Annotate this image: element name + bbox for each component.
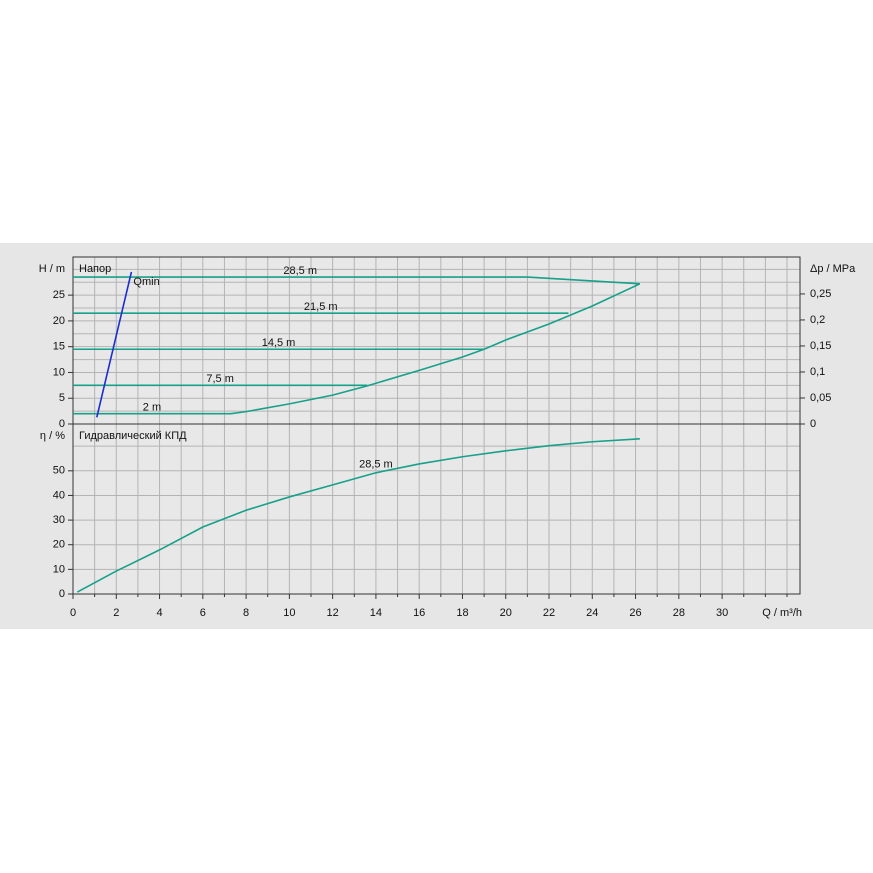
x-tick-label: 14	[370, 607, 382, 619]
series-line	[76, 437, 640, 593]
x-tick-label: 20	[500, 607, 512, 619]
series-label: 14,5 m	[262, 337, 296, 349]
y-tick-label: 20	[53, 315, 65, 327]
y-tick-label: 40	[53, 489, 65, 501]
x-tick-label: 28	[673, 607, 685, 619]
y2-axis-label: Δp / MPa	[810, 263, 856, 275]
plot-area	[73, 424, 800, 594]
x-tick-label: 2	[113, 607, 119, 619]
y-tick-label: 10	[53, 563, 65, 575]
series-label: 21,5 m	[304, 301, 338, 313]
y2-tick-label: 0,15	[810, 340, 831, 352]
x-tick-label: 30	[716, 607, 728, 619]
y-axis-label: η / %	[40, 430, 65, 442]
panel-title: Гидравлический КПД	[79, 430, 187, 442]
series-label: Qmin	[133, 276, 159, 288]
y2-tick-label: 0,05	[810, 392, 831, 404]
y-axis-label: H / m	[39, 263, 65, 275]
panel-title: Напор	[79, 263, 111, 275]
plot-frame	[72, 423, 801, 595]
y-tick-label: 50	[53, 465, 65, 477]
series-label: 28,5 m	[359, 459, 393, 471]
x-tick-label: 16	[413, 607, 425, 619]
y-tick-label: 10	[53, 366, 65, 378]
y-tick-label: 5	[59, 392, 65, 404]
x-tick-label: 4	[156, 607, 162, 619]
y-tick-label: 30	[53, 514, 65, 526]
y-tick-label: 20	[53, 539, 65, 551]
series-line	[73, 276, 640, 285]
x-tick-label: 18	[456, 607, 468, 619]
series-label: 2 m	[143, 402, 161, 414]
y2-tick-label: 0	[810, 418, 816, 430]
x-axis-label: Q / m³/h	[762, 607, 802, 619]
x-tick-label: 6	[200, 607, 206, 619]
series-line	[73, 283, 641, 415]
x-tick-label: 0	[70, 607, 76, 619]
x-tick-label: 26	[629, 607, 641, 619]
x-tick-label: 24	[586, 607, 598, 619]
x-tick-label: 22	[543, 607, 555, 619]
y2-tick-label: 0,2	[810, 314, 825, 326]
y2-tick-label: 0,1	[810, 366, 825, 378]
series-label: 28,5 m	[283, 265, 317, 277]
x-tick-label: 8	[243, 607, 249, 619]
y-tick-label: 0	[59, 418, 65, 430]
x-tick-label: 12	[327, 607, 339, 619]
series-label: 7,5 m	[206, 373, 234, 385]
y-tick-label: 0	[59, 588, 65, 600]
y2-tick-label: 0,25	[810, 288, 831, 300]
y-tick-label: 25	[53, 289, 65, 301]
series-line	[96, 271, 133, 418]
y-tick-label: 15	[53, 341, 65, 353]
x-tick-label: 10	[283, 607, 295, 619]
